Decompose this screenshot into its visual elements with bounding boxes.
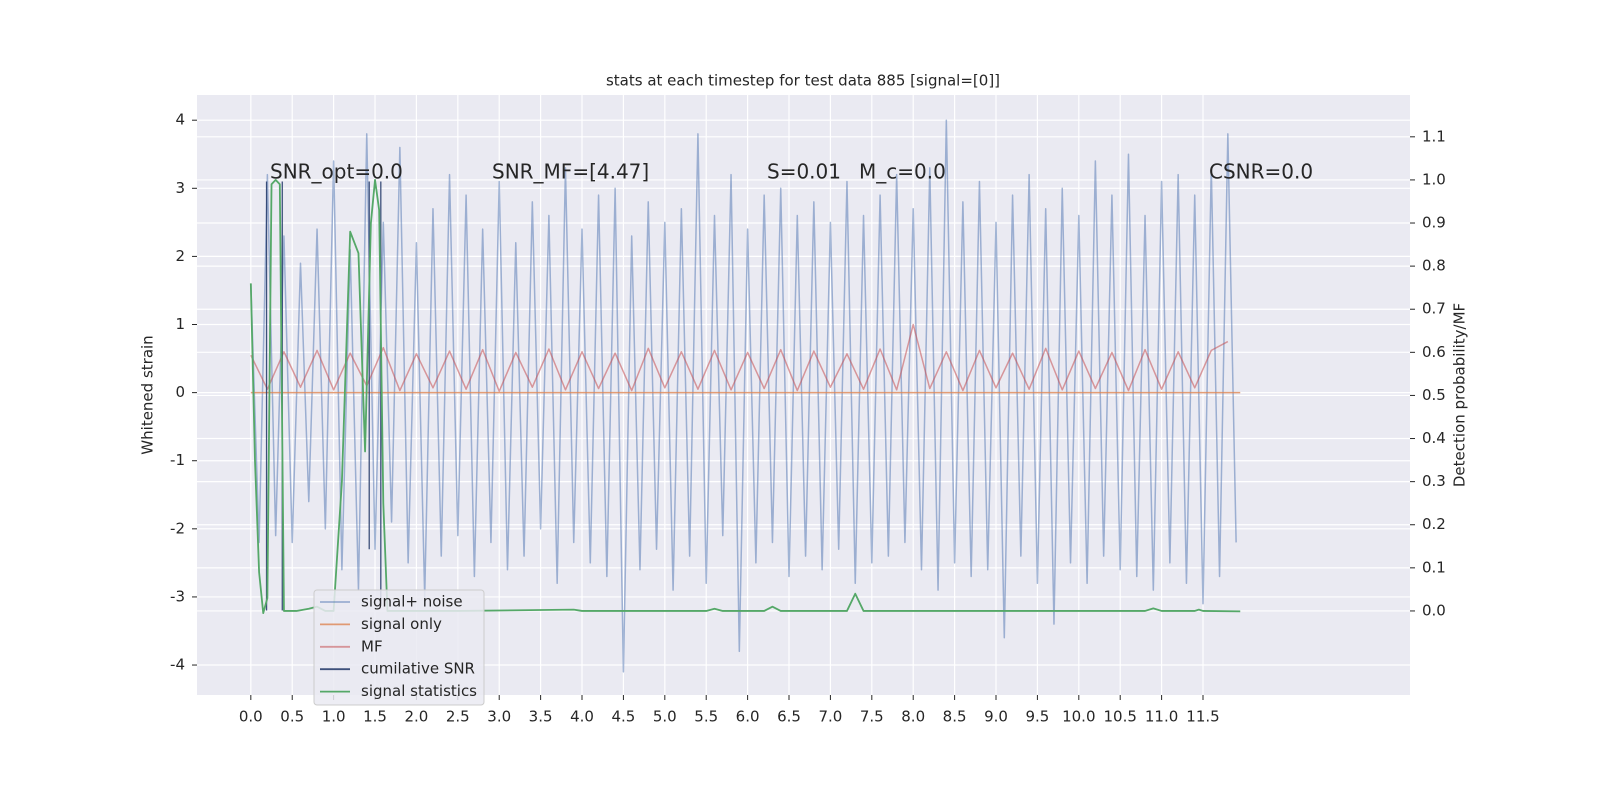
y-tick-label: -3 <box>170 587 185 605</box>
y-tick-label: 0 <box>175 383 185 401</box>
y-tick-label: 2 <box>175 247 185 265</box>
y-tick-label: -4 <box>170 656 185 674</box>
x-tick-label: 7.0 <box>818 708 842 726</box>
legend-label: MF <box>361 637 383 655</box>
y2-tick-label: 0.0 <box>1422 601 1446 619</box>
y2-tick-label: 0.6 <box>1422 343 1446 361</box>
x-tick-label: 4.0 <box>570 708 594 726</box>
x-tick-label: 2.0 <box>404 708 428 726</box>
x-tick-label: 9.5 <box>1025 708 1049 726</box>
y-tick-label: -2 <box>170 519 185 537</box>
x-tick-label: 11.0 <box>1145 708 1178 726</box>
x-tick-label: 6.5 <box>777 708 801 726</box>
legend-label: signal+ noise <box>361 593 463 611</box>
x-tick-label: 0.0 <box>239 708 263 726</box>
x-tick-label: 10.5 <box>1104 708 1137 726</box>
x-tick-label: 10.0 <box>1062 708 1095 726</box>
y-tick-label: 1 <box>175 315 185 333</box>
y2-tick-label: 0.4 <box>1422 429 1446 447</box>
y-tick-label: -1 <box>170 451 185 469</box>
y2-tick-label: 1.1 <box>1422 127 1446 145</box>
y2-tick-label: 0.8 <box>1422 257 1446 275</box>
annotation: SNR_opt=0.0 <box>270 160 403 184</box>
annotation: S=0.01 <box>767 160 841 184</box>
x-tick-label: 0.5 <box>280 708 304 726</box>
y2-tick-label: 0.1 <box>1422 558 1446 576</box>
series-line <box>249 179 1241 614</box>
y-tick-label: 4 <box>175 111 185 129</box>
legend-box <box>313 589 485 706</box>
x-tick-label: 11.5 <box>1186 708 1219 726</box>
legend-label: signal only <box>361 615 442 633</box>
x-tick-label: 3.0 <box>487 708 511 726</box>
annotation: CSNR=0.0 <box>1209 160 1313 184</box>
series-line <box>250 323 1229 392</box>
annotation: M_c=0.0 <box>859 160 946 184</box>
marks <box>249 119 1241 673</box>
x-tick-label: 8.5 <box>943 708 967 726</box>
y2-tick-label: 0.7 <box>1422 300 1446 318</box>
y2-tick-label: 0.3 <box>1422 472 1446 490</box>
legend-label: signal statistics <box>361 682 477 700</box>
legend-label: cumilative SNR <box>361 660 475 678</box>
x-tick-label: 7.5 <box>860 708 884 726</box>
x-tick-label: 9.0 <box>984 708 1008 726</box>
series-line <box>250 119 1237 673</box>
y-tick-label: 3 <box>175 179 185 197</box>
x-tick-label: 1.5 <box>363 708 387 726</box>
y2-tick-label: 0.5 <box>1422 386 1446 404</box>
y2-tick-label: 0.2 <box>1422 515 1446 533</box>
x-tick-label: 4.5 <box>611 708 635 726</box>
x-tick-label: 5.0 <box>653 708 677 726</box>
legend: signal+ noise signal only MF cumilative SNR… <box>313 589 485 706</box>
x-tick-label: 5.5 <box>694 708 718 726</box>
x-tick-label: 6.0 <box>736 708 760 726</box>
x-tick-label: 2.5 <box>446 708 470 726</box>
chart-title: stats at each timestep for test data 885… <box>606 72 1000 90</box>
y2-tick-label: 1.0 <box>1422 170 1446 188</box>
y-axis-label: Whitened strain <box>139 335 157 454</box>
x-tick-label: 3.5 <box>529 708 553 726</box>
y2-axis-label: Detection probability/MF <box>1451 303 1469 487</box>
x-tick-label: 8.0 <box>901 708 925 726</box>
x-tick-label: 1.0 <box>322 708 346 726</box>
y2-tick-label: 0.9 <box>1422 214 1446 232</box>
annotation: SNR_MF=[4.47] <box>492 160 649 184</box>
